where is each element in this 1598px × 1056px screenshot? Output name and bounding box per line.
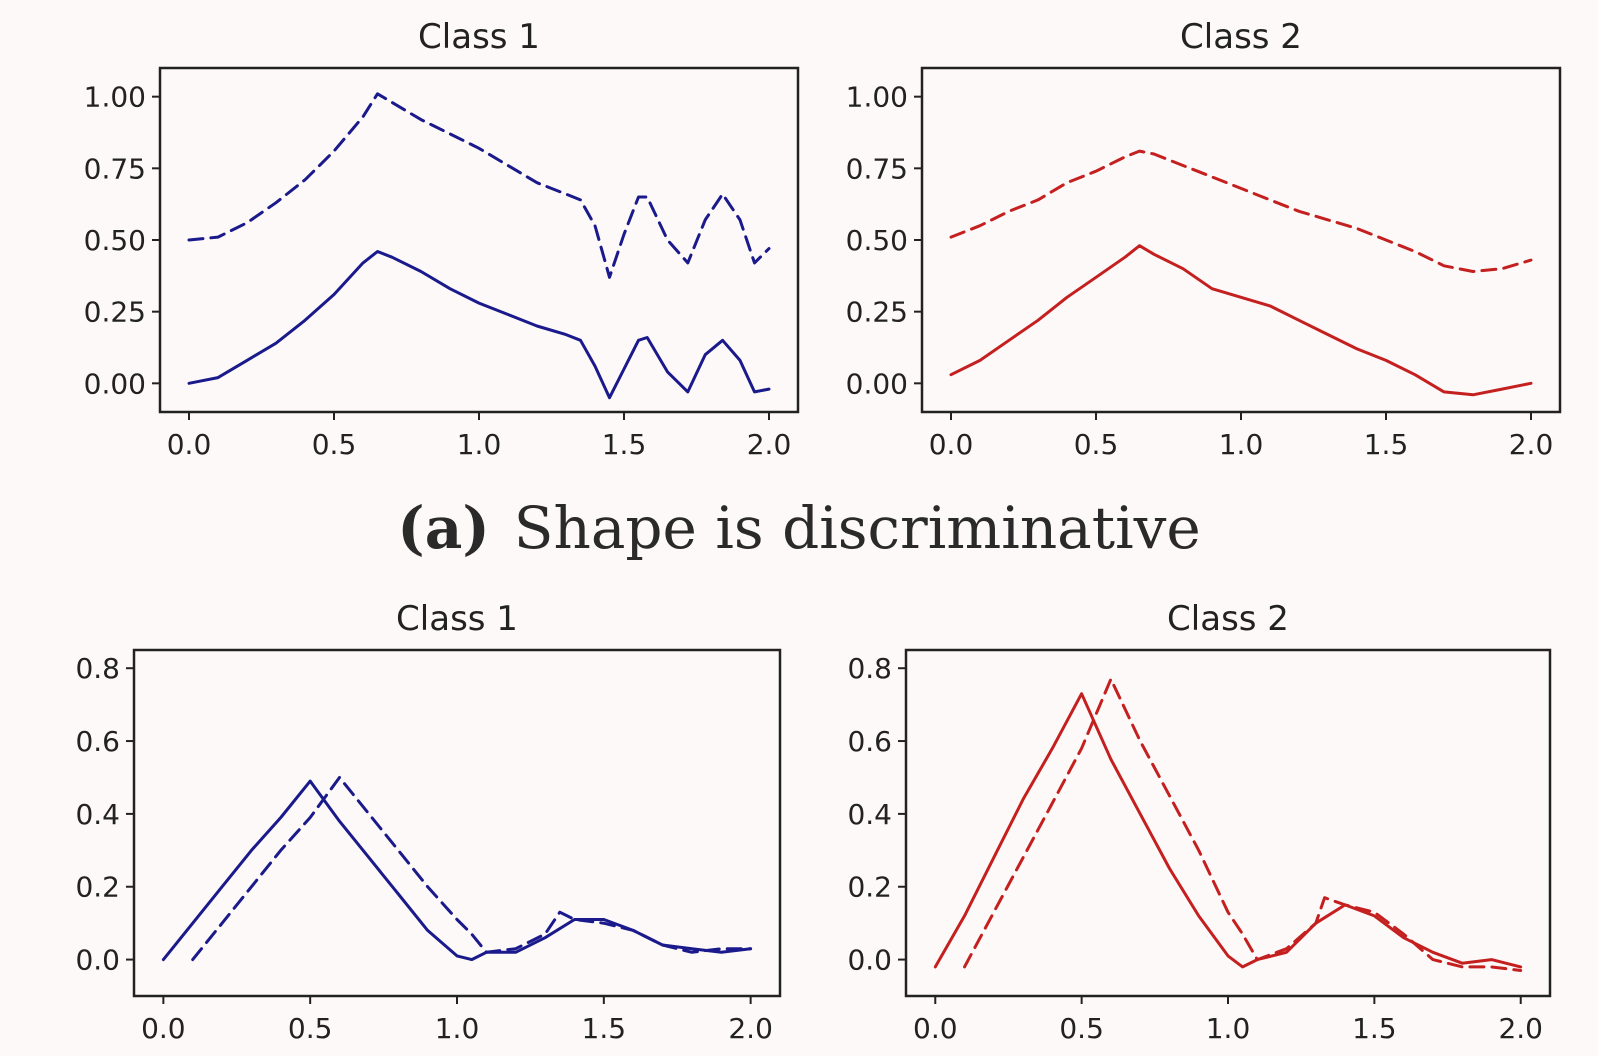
series-line-solid — [187, 250, 771, 400]
y-tick-label: 0.25 — [846, 296, 908, 329]
subplot-bottom-right-class-2: Class 2 0.0 0.5 1.0 1.5 2.0 0.0 0.2 0.4 0.6 0.8 — [847, 599, 1552, 1045]
plot-area-frame — [920, 66, 1562, 414]
y-tick-label: 0.00 — [846, 367, 908, 400]
y-tick-label: 0.00 — [84, 367, 146, 400]
y-tick-label: 0.75 — [84, 152, 146, 185]
caption-text: Shape is discriminative — [513, 494, 1201, 562]
y-tick-label: 0.6 — [75, 725, 120, 758]
y-tick-label: 0.2 — [847, 871, 892, 904]
subplot-bottom-left-class-1: Class 1 0.0 0.5 1.0 1.5 2.0 0.0 0.2 0.4 0.6 0.8 — [75, 599, 782, 1045]
y-tick-label: 0.75 — [846, 152, 908, 185]
y-tick-label: 1.00 — [84, 81, 146, 114]
x-tick-label: 1.5 — [602, 428, 647, 461]
series-line-dashed — [191, 776, 753, 962]
y-tick-label: 0.2 — [75, 871, 120, 904]
subplot-top-right-class-2: Class 2 0.0 0.5 1.0 1.5 2.0 0.00 0.25 0.50 0.75 1.… — [846, 17, 1562, 461]
x-tick-label: 2.0 — [728, 1012, 773, 1045]
x-tick-label: 1.5 — [582, 1012, 627, 1045]
x-tick-label: 2.0 — [1509, 428, 1554, 461]
subplot-top-left-class-1: Class 1 0.0 0.5 1.0 1.5 2.0 0.00 0.25 0.50 0.75 1.… — [84, 17, 800, 461]
plot-area-frame — [904, 648, 1552, 998]
x-tick-label: 1.0 — [457, 428, 502, 461]
x-tick-label: 0.5 — [288, 1012, 333, 1045]
x-tick-label: 1.0 — [1219, 428, 1264, 461]
subplot-title: Class 1 — [396, 599, 518, 639]
x-tick-label: 1.5 — [1364, 428, 1409, 461]
series-line-dashed — [963, 677, 1523, 972]
x-tick-label: 0.0 — [141, 1012, 186, 1045]
y-tick-label: 0.8 — [847, 652, 892, 685]
plot-area-frame — [132, 648, 782, 998]
x-tick-label: 0.5 — [1059, 1012, 1104, 1045]
series-line-dashed — [187, 92, 771, 279]
y-tick-label: 0.25 — [84, 296, 146, 329]
subplot-title: Class 2 — [1180, 17, 1302, 57]
subplot-title: Class 2 — [1167, 599, 1289, 639]
x-tick-label: 2.0 — [1498, 1012, 1543, 1045]
y-tick-label: 0.0 — [847, 944, 892, 977]
y-tick-label: 0.4 — [847, 798, 892, 831]
x-tick-label: 1.5 — [1352, 1012, 1397, 1045]
x-tick-label: 0.0 — [913, 1012, 958, 1045]
x-tick-label: 1.0 — [435, 1012, 480, 1045]
subplot-title: Class 1 — [418, 17, 540, 57]
y-tick-label: 0.50 — [846, 224, 908, 257]
x-tick-label: 0.5 — [1074, 428, 1119, 461]
series-line-solid — [949, 244, 1533, 397]
caption-label: (a) — [397, 494, 490, 562]
x-tick-label: 2.0 — [747, 428, 792, 461]
y-tick-label: 0.50 — [84, 224, 146, 257]
x-tick-label: 1.0 — [1206, 1012, 1251, 1045]
series-line-dashed — [949, 149, 1533, 273]
x-tick-label: 0.0 — [929, 428, 974, 461]
y-tick-label: 0.6 — [847, 725, 892, 758]
x-tick-label: 0.5 — [312, 428, 357, 461]
plot-area-frame — [158, 66, 800, 414]
figure-caption: (a) Shape is discriminative — [0, 488, 1598, 568]
y-tick-label: 0.8 — [75, 652, 120, 685]
y-tick-label: 1.00 — [846, 81, 908, 114]
y-tick-label: 0.0 — [75, 944, 120, 977]
x-tick-label: 0.0 — [167, 428, 212, 461]
y-tick-label: 0.4 — [75, 798, 120, 831]
